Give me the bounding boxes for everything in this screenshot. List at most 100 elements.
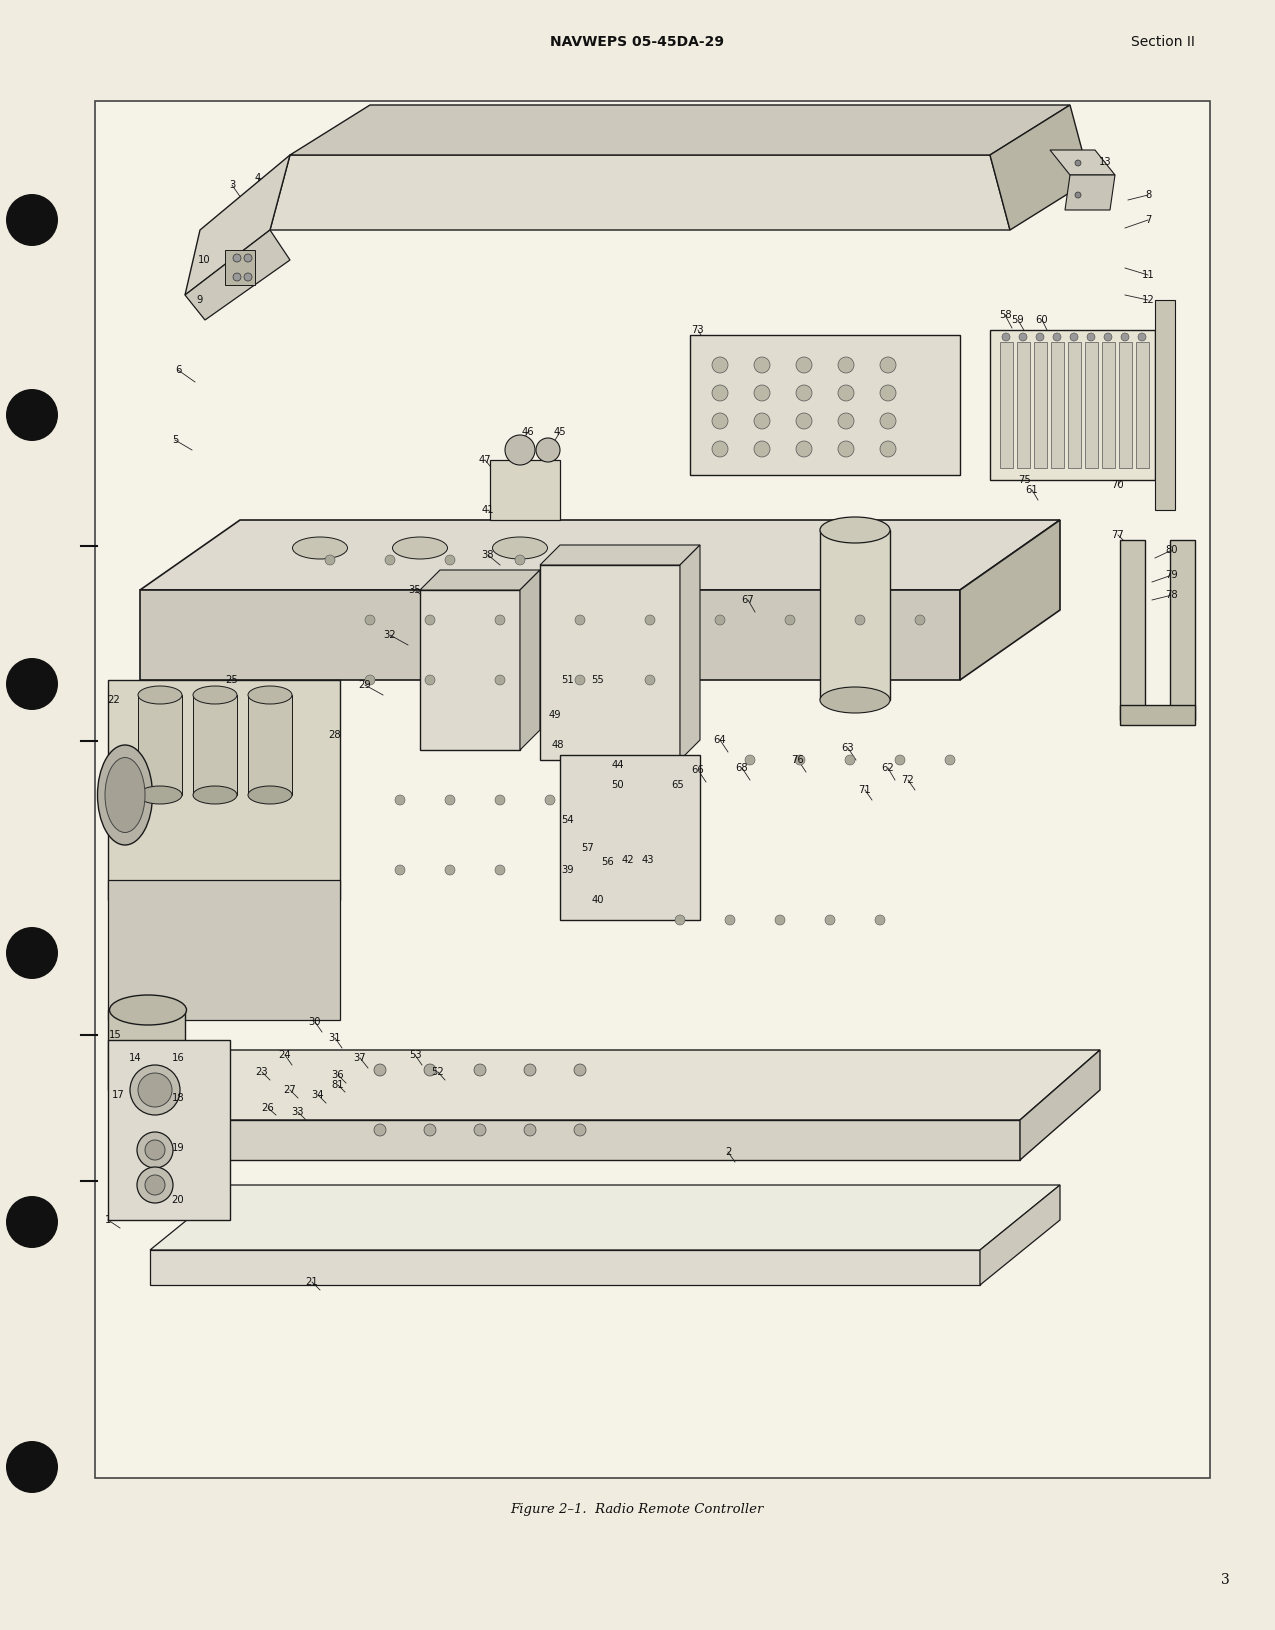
Text: 3: 3 [230, 179, 235, 191]
Text: 34: 34 [312, 1090, 324, 1100]
Circle shape [645, 675, 655, 685]
Text: 27: 27 [283, 1086, 296, 1095]
Circle shape [445, 554, 455, 566]
Circle shape [138, 1073, 172, 1107]
Text: 47: 47 [478, 455, 491, 465]
Text: 64: 64 [714, 735, 727, 745]
Text: 60: 60 [1035, 315, 1048, 324]
Text: 41: 41 [482, 505, 495, 515]
Polygon shape [560, 755, 700, 919]
Ellipse shape [138, 686, 182, 704]
Circle shape [1075, 192, 1081, 197]
Text: 18: 18 [172, 1094, 185, 1104]
Circle shape [754, 442, 770, 456]
Circle shape [6, 659, 57, 711]
Text: 43: 43 [641, 856, 654, 866]
Circle shape [145, 1175, 164, 1195]
Circle shape [505, 435, 536, 465]
Polygon shape [419, 570, 541, 590]
Polygon shape [680, 544, 700, 760]
Circle shape [880, 357, 896, 373]
Text: 32: 32 [384, 631, 397, 641]
Circle shape [495, 675, 505, 685]
Circle shape [1037, 333, 1044, 341]
Text: 17: 17 [112, 1090, 125, 1100]
Circle shape [136, 1131, 173, 1169]
Circle shape [574, 1125, 586, 1136]
Text: 80: 80 [1165, 544, 1178, 554]
Circle shape [825, 914, 835, 924]
Circle shape [233, 254, 241, 262]
Circle shape [425, 615, 435, 624]
Text: Section II: Section II [1131, 34, 1195, 49]
Text: 59: 59 [1011, 315, 1024, 324]
Ellipse shape [97, 745, 153, 844]
Polygon shape [1068, 342, 1081, 468]
Text: NAVWEPS 05-45DA-29: NAVWEPS 05-45DA-29 [550, 34, 724, 49]
Polygon shape [960, 520, 1060, 680]
Polygon shape [1020, 1050, 1100, 1161]
Ellipse shape [292, 536, 348, 559]
Circle shape [524, 1125, 536, 1136]
Circle shape [745, 755, 755, 764]
Circle shape [838, 442, 854, 456]
Text: 10: 10 [198, 254, 210, 266]
Ellipse shape [820, 686, 890, 712]
Polygon shape [541, 566, 680, 760]
Text: 33: 33 [292, 1107, 305, 1117]
Ellipse shape [138, 786, 182, 804]
Text: 49: 49 [548, 711, 561, 720]
Text: 39: 39 [562, 866, 574, 875]
Circle shape [895, 755, 905, 764]
Circle shape [1070, 333, 1077, 341]
Text: 66: 66 [691, 764, 704, 774]
Text: 2: 2 [724, 1148, 731, 1157]
Polygon shape [1000, 342, 1014, 468]
Polygon shape [193, 694, 237, 795]
Text: 1: 1 [105, 1214, 111, 1226]
Ellipse shape [393, 536, 448, 559]
Text: 62: 62 [881, 763, 894, 773]
Polygon shape [1017, 342, 1030, 468]
Circle shape [880, 442, 896, 456]
Circle shape [233, 272, 241, 280]
Polygon shape [140, 1050, 1100, 1120]
Text: 54: 54 [562, 815, 574, 825]
Text: 77: 77 [1112, 530, 1125, 540]
Circle shape [1139, 333, 1146, 341]
Circle shape [244, 254, 252, 262]
Polygon shape [140, 1120, 1020, 1161]
Ellipse shape [110, 1076, 186, 1105]
Circle shape [6, 927, 57, 980]
Text: 46: 46 [521, 427, 534, 437]
Polygon shape [820, 530, 890, 699]
Text: 50: 50 [612, 781, 625, 791]
Text: 5: 5 [172, 435, 178, 445]
Polygon shape [989, 329, 1155, 479]
Text: 75: 75 [1019, 474, 1031, 486]
Polygon shape [138, 694, 182, 795]
Circle shape [1002, 333, 1010, 341]
Text: 8: 8 [1145, 191, 1151, 200]
Circle shape [1088, 333, 1095, 341]
Text: 72: 72 [901, 774, 914, 786]
Circle shape [6, 1196, 57, 1249]
Circle shape [711, 442, 728, 456]
Text: 38: 38 [482, 549, 495, 561]
Circle shape [915, 615, 924, 624]
Circle shape [136, 1167, 173, 1203]
Polygon shape [690, 336, 960, 474]
Circle shape [574, 1064, 586, 1076]
Polygon shape [1034, 342, 1047, 468]
Circle shape [715, 615, 725, 624]
Circle shape [495, 795, 505, 805]
Polygon shape [140, 590, 960, 680]
Text: 35: 35 [409, 585, 421, 595]
Text: 79: 79 [1165, 570, 1178, 580]
Text: Figure 2–1.  Radio Remote Controller: Figure 2–1. Radio Remote Controller [510, 1503, 764, 1516]
Text: 13: 13 [1099, 156, 1112, 166]
Text: 56: 56 [602, 857, 615, 867]
Circle shape [365, 615, 375, 624]
Text: 36: 36 [332, 1069, 344, 1081]
Ellipse shape [492, 536, 547, 559]
